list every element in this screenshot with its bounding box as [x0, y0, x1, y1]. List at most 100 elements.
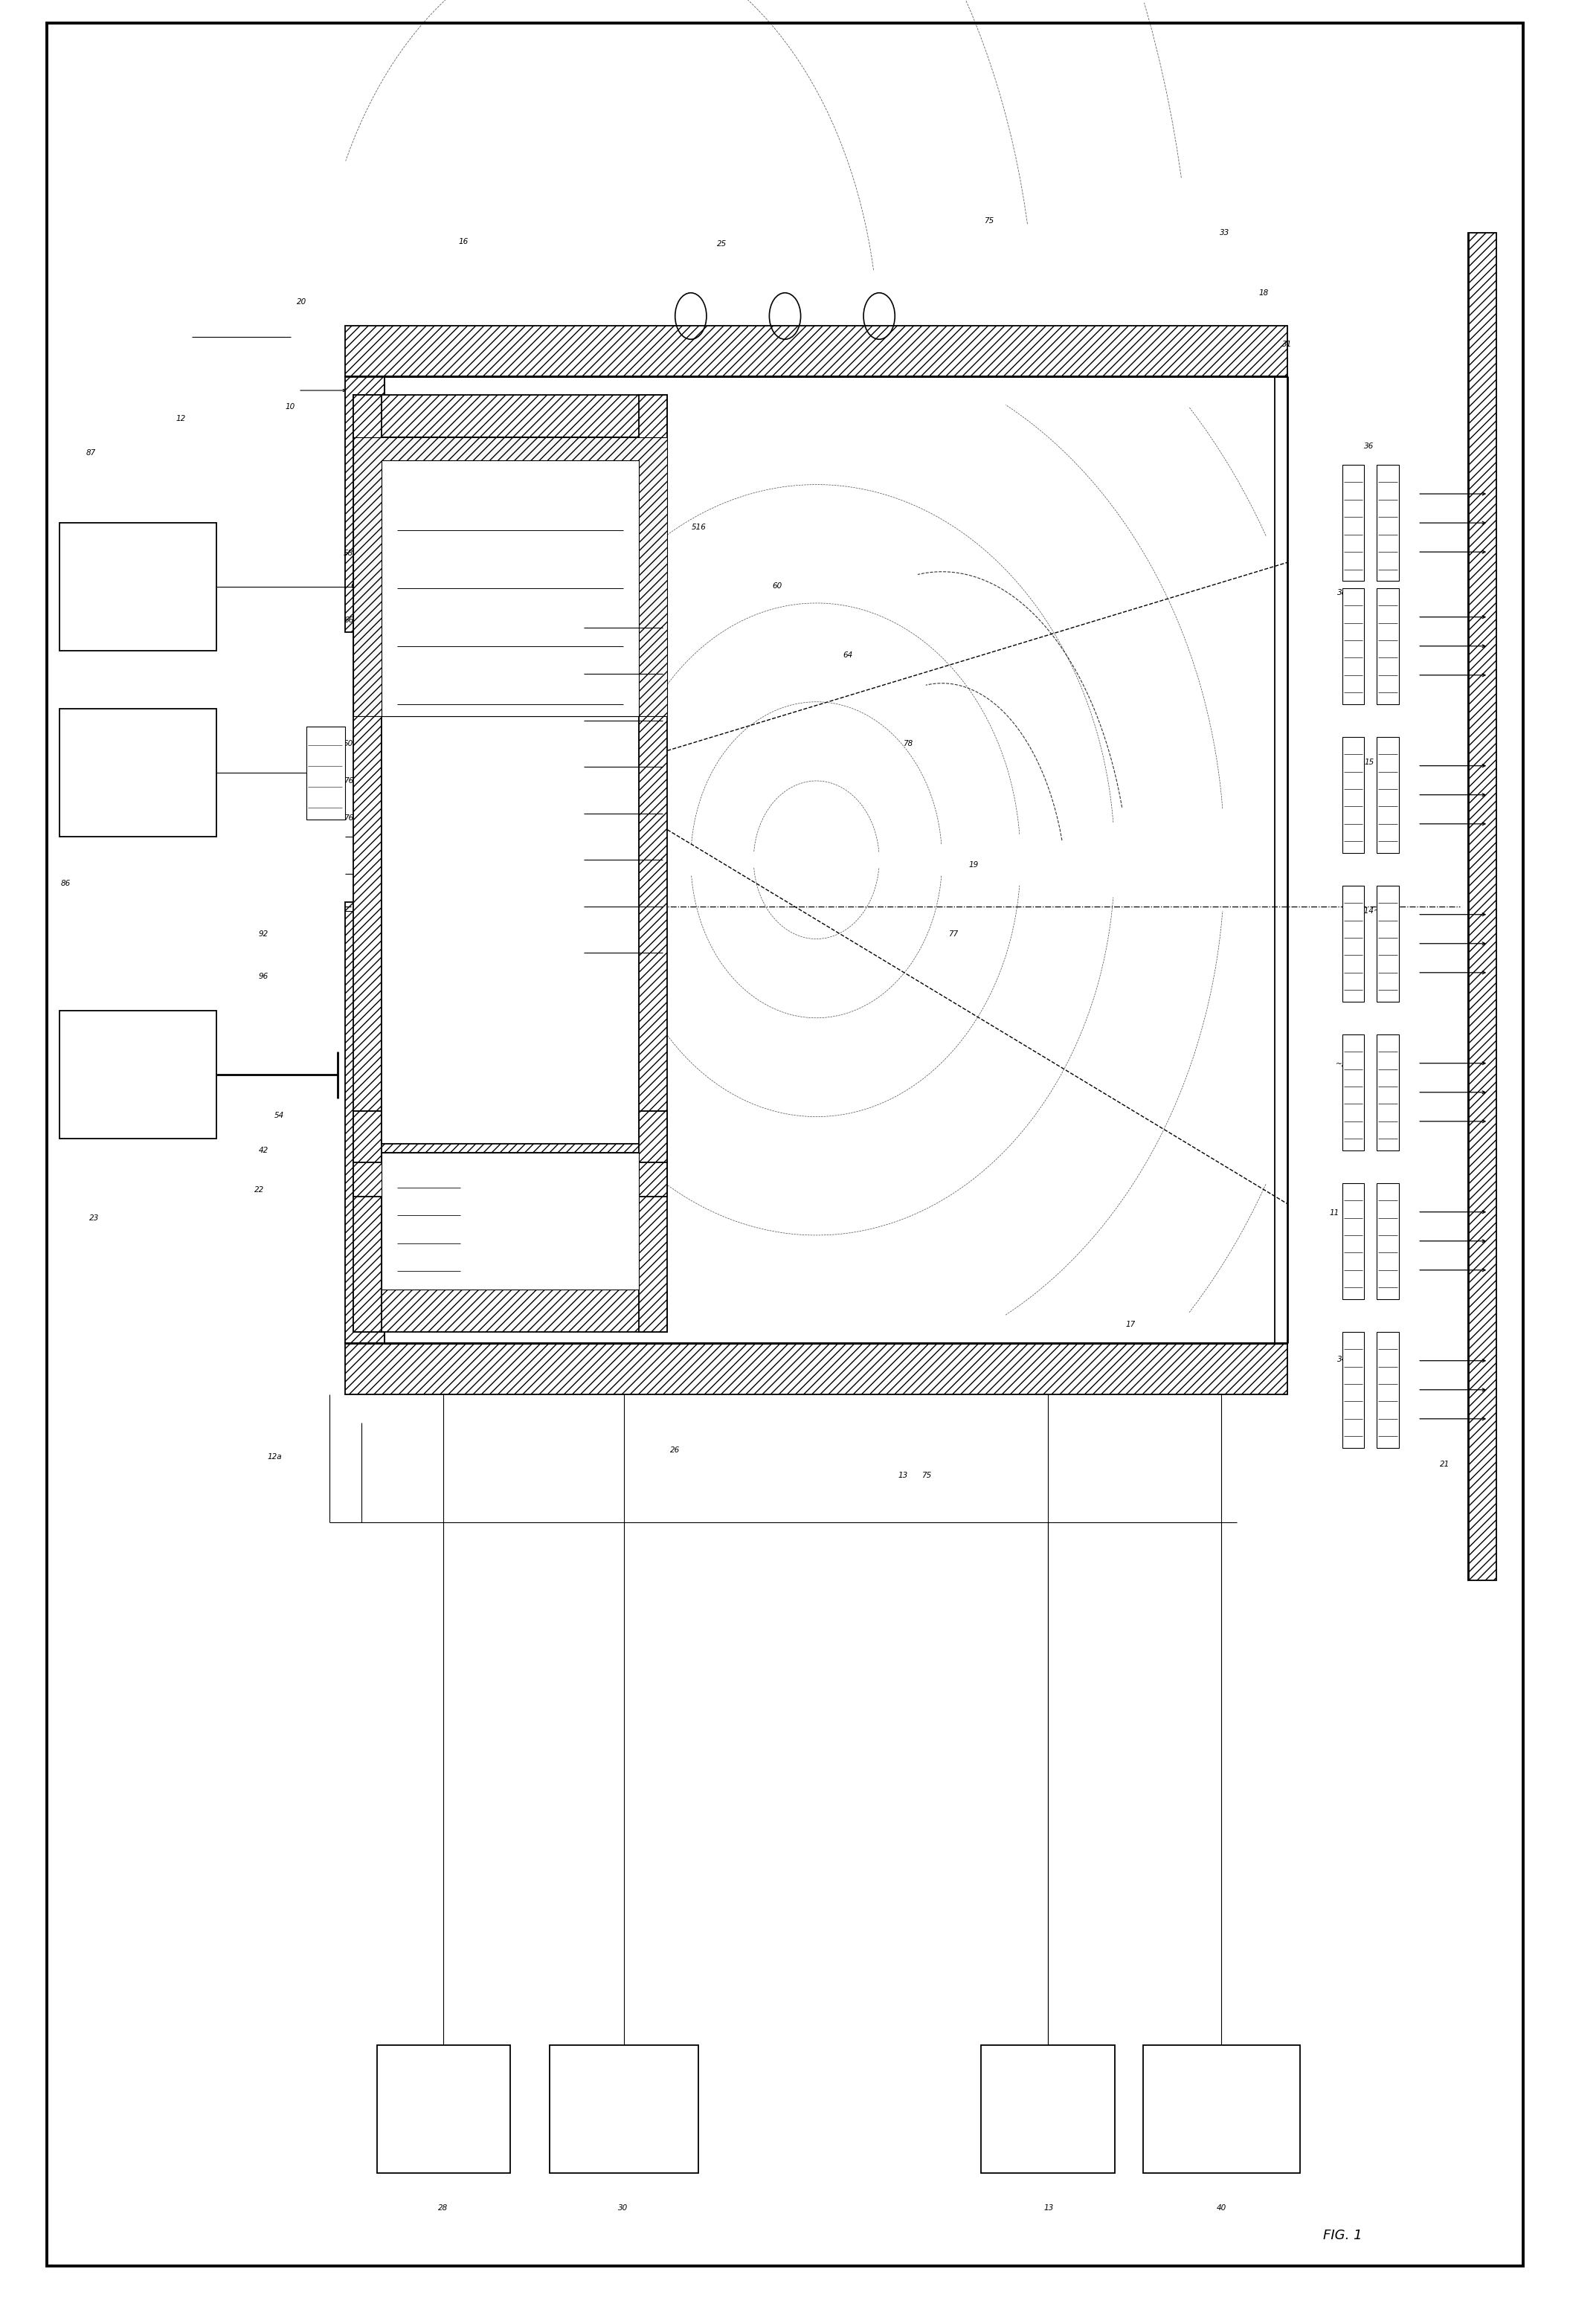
Bar: [60, 709, 217, 837]
Bar: [353, 395, 667, 437]
Text: 76: 76: [344, 813, 353, 823]
Text: 26: 26: [670, 1446, 680, 1455]
Bar: [1342, 1332, 1364, 1448]
Text: 92: 92: [259, 930, 268, 939]
Bar: [382, 1153, 639, 1290]
Bar: [639, 395, 667, 1185]
Bar: [353, 1143, 667, 1185]
Text: ~24~: ~24~: [1336, 1060, 1358, 1069]
Bar: [60, 523, 217, 651]
Text: 40: 40: [1217, 2203, 1226, 2212]
Bar: [345, 376, 385, 632]
Text: 15: 15: [1364, 758, 1374, 767]
Text: POWER
SUPPLY: POWER SUPPLY: [430, 2101, 457, 2117]
Text: 21: 21: [1440, 1459, 1449, 1469]
Text: 74: 74: [466, 581, 476, 590]
Bar: [1143, 2045, 1300, 2173]
Text: 77: 77: [948, 930, 958, 939]
Text: 75: 75: [922, 1471, 931, 1480]
Bar: [1377, 1034, 1399, 1150]
Bar: [549, 2045, 699, 2173]
Bar: [353, 1290, 667, 1332]
Bar: [353, 1162, 667, 1197]
Text: 68: 68: [419, 925, 429, 934]
Text: 76: 76: [344, 776, 353, 786]
Bar: [353, 395, 382, 1185]
Bar: [639, 1111, 667, 1332]
Bar: [377, 2045, 510, 2173]
Text: 13: 13: [1044, 2203, 1053, 2212]
Text: 72: 72: [400, 878, 410, 888]
Bar: [1342, 885, 1364, 1002]
Bar: [345, 1343, 1287, 1394]
Bar: [306, 727, 345, 820]
Bar: [1377, 588, 1399, 704]
Bar: [382, 460, 639, 716]
Text: 16: 16: [458, 237, 468, 246]
Text: 65: 65: [458, 437, 468, 446]
Bar: [353, 1111, 667, 1153]
Bar: [345, 902, 385, 1343]
Bar: [1342, 737, 1364, 853]
Text: GRID POWER
SUPPLY: GRID POWER SUPPLY: [1198, 2101, 1245, 2117]
Text: ~14~: ~14~: [1358, 906, 1380, 916]
Text: 33: 33: [1220, 228, 1229, 237]
Text: 12a: 12a: [267, 1452, 283, 1462]
Bar: [1342, 1034, 1364, 1150]
Text: 78: 78: [903, 739, 912, 748]
Text: 12: 12: [176, 414, 185, 423]
Text: CONTROLLER: CONTROLLER: [111, 583, 165, 590]
Text: 86: 86: [61, 878, 71, 888]
Bar: [1377, 885, 1399, 1002]
Text: 48: 48: [416, 548, 425, 558]
Bar: [60, 1011, 217, 1139]
Text: 87: 87: [86, 449, 96, 458]
Text: 42: 42: [259, 1146, 268, 1155]
Text: FIG. 1: FIG. 1: [1324, 2229, 1361, 2243]
Bar: [1377, 465, 1399, 581]
Text: 28: 28: [438, 2203, 447, 2212]
Text: VACUUM
PUMP: VACUUM PUMP: [1031, 2101, 1064, 2117]
Bar: [1377, 1332, 1399, 1448]
Bar: [1377, 1183, 1399, 1299]
Text: MATCHING
NETWORK: MATCHING NETWORK: [604, 2101, 644, 2117]
Text: GAS
SOURCE: GAS SOURCE: [122, 1067, 154, 1083]
Text: 11: 11: [1330, 1208, 1339, 1218]
Bar: [1342, 1183, 1364, 1299]
Text: 40: 40: [372, 809, 382, 818]
Text: 17: 17: [1126, 1320, 1135, 1329]
Text: 19: 19: [969, 860, 978, 869]
Bar: [345, 325, 1287, 376]
Text: 62: 62: [385, 437, 394, 446]
Text: 34: 34: [1338, 1355, 1347, 1364]
Text: 25: 25: [717, 239, 727, 249]
Text: 60: 60: [772, 581, 782, 590]
Text: 31: 31: [1283, 339, 1292, 349]
Text: 10: 10: [286, 402, 295, 411]
Text: 50: 50: [344, 739, 353, 748]
Text: 75: 75: [984, 216, 994, 225]
Bar: [353, 1111, 382, 1332]
Text: 54: 54: [275, 1111, 284, 1120]
Text: 20: 20: [297, 297, 306, 307]
Bar: [981, 2045, 1115, 2173]
Bar: [1468, 232, 1496, 1580]
Text: 58: 58: [344, 548, 353, 558]
Text: 60b: 60b: [350, 581, 366, 590]
Text: 64: 64: [843, 651, 853, 660]
Text: 36: 36: [1364, 442, 1374, 451]
Text: POWER
SUPPLY: POWER SUPPLY: [124, 765, 152, 781]
Text: 22: 22: [254, 1185, 264, 1195]
Text: 44: 44: [532, 414, 542, 423]
Text: 23: 23: [89, 1213, 99, 1222]
Bar: [1342, 588, 1364, 704]
Text: 38: 38: [1338, 588, 1347, 597]
Bar: [1377, 737, 1399, 853]
Text: 516: 516: [691, 523, 706, 532]
Bar: [382, 437, 639, 1143]
Text: 13: 13: [898, 1471, 907, 1480]
Bar: [353, 437, 667, 716]
Text: 96: 96: [259, 971, 268, 981]
Bar: [1342, 465, 1364, 581]
Text: 30: 30: [619, 2203, 628, 2212]
